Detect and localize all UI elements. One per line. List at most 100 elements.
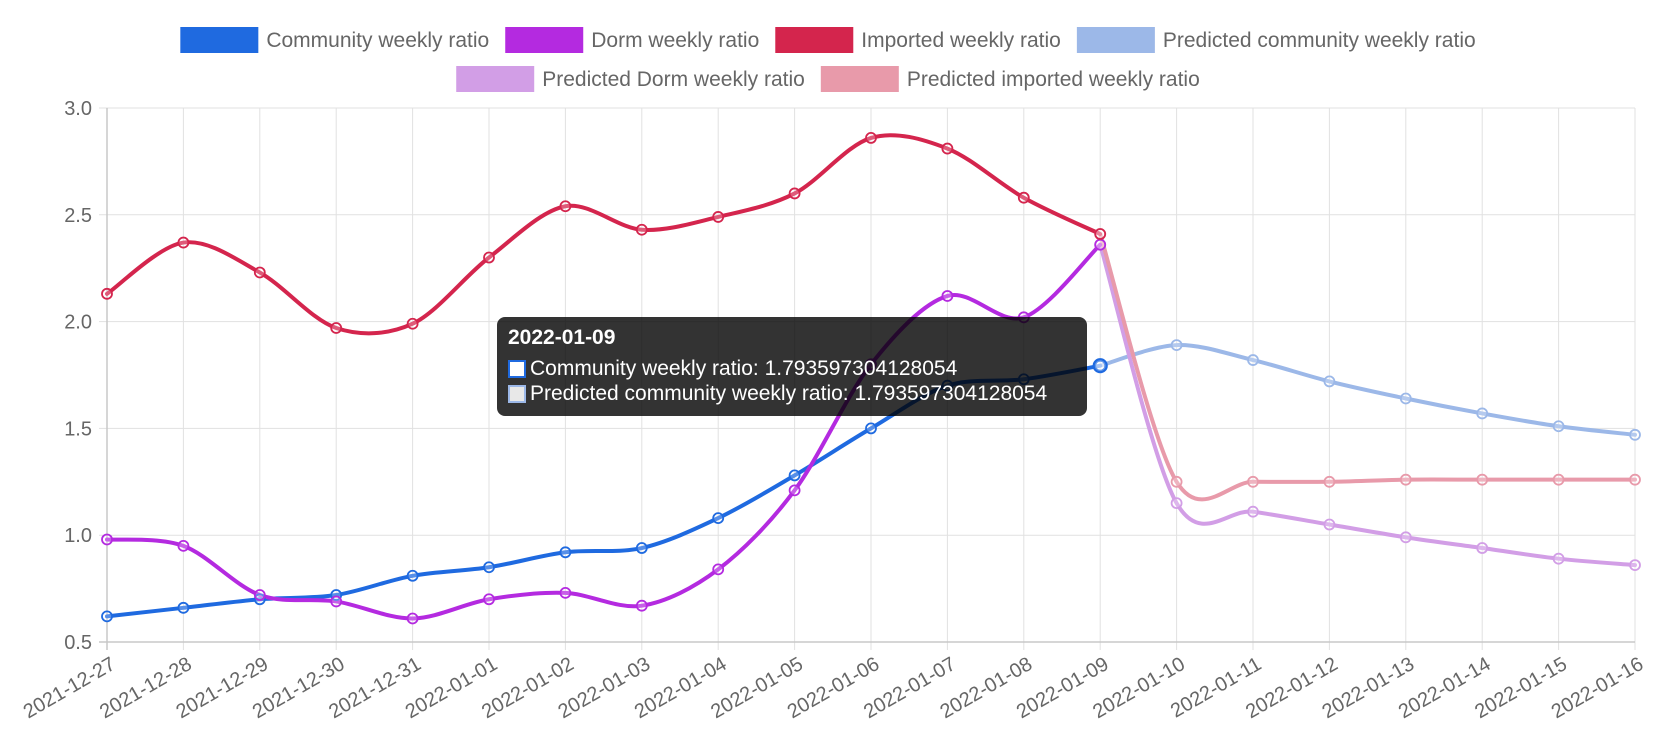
hovered-point[interactable] bbox=[1092, 358, 1108, 374]
data-point[interactable] bbox=[712, 512, 725, 525]
tooltip-title: 2022-01-09 bbox=[508, 326, 616, 349]
data-point[interactable] bbox=[177, 601, 190, 614]
data-point[interactable] bbox=[406, 612, 419, 625]
data-point[interactable] bbox=[177, 539, 190, 552]
tooltip-line-predicted-community: Predicted community weekly ratio: 1.7935… bbox=[508, 381, 1076, 406]
data-point[interactable] bbox=[1094, 228, 1107, 240]
data-point[interactable] bbox=[1170, 475, 1183, 488]
data-point[interactable] bbox=[788, 187, 801, 200]
legend-item[interactable]: Predicted community weekly ratio bbox=[1076, 27, 1476, 53]
legend-label: Imported weekly ratio bbox=[861, 29, 1061, 52]
data-point[interactable] bbox=[101, 533, 113, 546]
series-line bbox=[105, 133, 1103, 336]
series-line bbox=[1098, 343, 1637, 437]
legend-label: Community weekly ratio bbox=[266, 29, 489, 52]
data-point[interactable] bbox=[1399, 473, 1412, 486]
series-points[interactable] bbox=[101, 132, 1641, 625]
tooltip-text-community: Community weekly ratio: 1.79359730412805… bbox=[530, 357, 958, 380]
data-point[interactable] bbox=[406, 317, 419, 330]
data-point[interactable] bbox=[712, 211, 725, 223]
data-point[interactable] bbox=[1247, 354, 1259, 366]
legend-item[interactable]: Dorm weekly ratio bbox=[505, 27, 759, 53]
legend-swatch bbox=[180, 27, 259, 53]
tooltip-swatch-predicted-community bbox=[508, 384, 526, 403]
data-point[interactable] bbox=[253, 589, 266, 601]
legend-swatch bbox=[456, 66, 535, 92]
data-point[interactable] bbox=[101, 287, 113, 300]
data-point[interactable] bbox=[1629, 559, 1641, 572]
data-point[interactable] bbox=[788, 469, 801, 482]
data-point[interactable] bbox=[177, 236, 190, 249]
y-tick-label: 1.5 bbox=[64, 418, 92, 440]
legend-item[interactable]: Community weekly ratio bbox=[180, 27, 489, 53]
legend-item[interactable]: Imported weekly ratio bbox=[775, 27, 1061, 53]
data-point[interactable] bbox=[1629, 428, 1641, 441]
data-point[interactable] bbox=[253, 266, 266, 279]
data-point[interactable] bbox=[406, 569, 419, 582]
data-point[interactable] bbox=[635, 542, 648, 554]
y-tick-label: 3.0 bbox=[64, 98, 92, 120]
data-point[interactable] bbox=[1552, 420, 1565, 433]
data-point[interactable] bbox=[865, 132, 877, 144]
data-point[interactable] bbox=[788, 484, 801, 497]
grid bbox=[99, 107, 1636, 650]
legend-swatch bbox=[505, 27, 584, 53]
data-point[interactable] bbox=[1629, 473, 1641, 486]
y-tick-label: 0.5 bbox=[64, 632, 92, 654]
data-point[interactable] bbox=[1399, 531, 1412, 544]
data-point[interactable] bbox=[1323, 475, 1336, 488]
data-point[interactable] bbox=[712, 563, 725, 576]
tooltip-line-community: Community weekly ratio: 1.79359730412805… bbox=[508, 356, 1076, 381]
data-point[interactable] bbox=[1017, 191, 1030, 204]
data-point[interactable] bbox=[483, 593, 495, 606]
data-point[interactable] bbox=[330, 595, 343, 608]
data-point[interactable] bbox=[635, 223, 648, 236]
data-point[interactable] bbox=[1094, 238, 1107, 251]
y-axis: 0.5 1.0 1.5 2.0 2.5 3.0 bbox=[64, 98, 92, 654]
data-point[interactable] bbox=[559, 586, 572, 599]
series-line bbox=[105, 242, 1103, 621]
tooltip-text-predicted-community: Predicted community weekly ratio: 1.7935… bbox=[530, 382, 1048, 405]
data-point[interactable] bbox=[941, 142, 954, 155]
legend-label: Predicted community weekly ratio bbox=[1163, 29, 1476, 52]
data-point[interactable] bbox=[1476, 473, 1489, 486]
data-point[interactable] bbox=[865, 422, 877, 435]
y-tick-label: 2.5 bbox=[64, 205, 92, 227]
data-point[interactable] bbox=[483, 561, 495, 574]
data-point[interactable] bbox=[1399, 392, 1412, 405]
data-point[interactable] bbox=[1247, 505, 1259, 518]
legend[interactable]: Community weekly ratio Dorm weekly ratio I… bbox=[180, 27, 1476, 92]
legend-swatch bbox=[775, 27, 854, 53]
tooltip: 2022-01-09 Community weekly ratio: 1.793… bbox=[497, 317, 1087, 416]
data-point[interactable] bbox=[1247, 475, 1259, 488]
data-point[interactable] bbox=[1476, 542, 1489, 554]
legend-item[interactable]: Predicted Dorm weekly ratio bbox=[456, 66, 805, 92]
data-point[interactable] bbox=[1552, 473, 1565, 486]
data-point[interactable] bbox=[1094, 359, 1107, 372]
legend-label: Predicted Dorm weekly ratio bbox=[542, 68, 805, 91]
data-point[interactable] bbox=[1170, 497, 1183, 510]
data-point[interactable] bbox=[559, 546, 572, 559]
data-point[interactable] bbox=[483, 251, 495, 264]
data-point[interactable] bbox=[941, 290, 954, 302]
data-point[interactable] bbox=[330, 322, 343, 334]
legend-swatch bbox=[1076, 27, 1155, 53]
legend-item[interactable]: Predicted imported weekly ratio bbox=[820, 66, 1200, 92]
data-point[interactable] bbox=[1476, 407, 1489, 420]
data-point[interactable] bbox=[635, 599, 648, 612]
tooltip-swatch-community bbox=[508, 359, 526, 378]
data-point[interactable] bbox=[1323, 518, 1336, 531]
series-line bbox=[1098, 242, 1637, 568]
data-point[interactable] bbox=[559, 200, 572, 213]
legend-label: Dorm weekly ratio bbox=[591, 29, 759, 52]
data-point[interactable] bbox=[1552, 552, 1565, 565]
legend-swatch bbox=[820, 66, 899, 92]
y-tick-label: 2.0 bbox=[64, 312, 92, 334]
legend-label: Predicted imported weekly ratio bbox=[907, 68, 1200, 91]
y-tick-label: 1.0 bbox=[64, 525, 92, 547]
data-point[interactable] bbox=[101, 610, 113, 623]
data-point[interactable] bbox=[1323, 375, 1336, 388]
x-axis: 2021-12-272021-12-282021-12-292021-12-30… bbox=[20, 653, 1648, 723]
data-point[interactable] bbox=[1170, 339, 1183, 351]
